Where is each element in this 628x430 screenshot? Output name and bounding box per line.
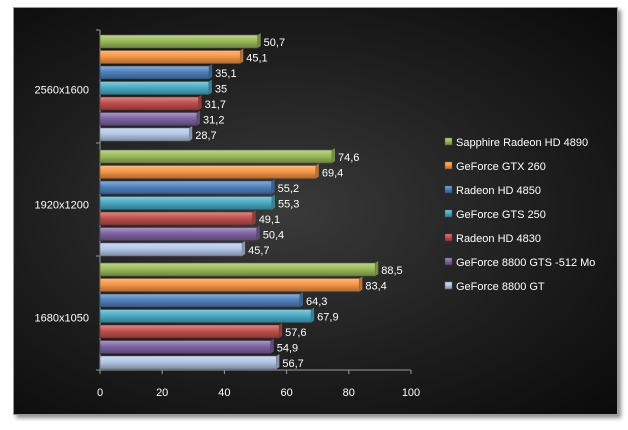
bar-2560x1600-geforce-gts-250 <box>99 81 210 95</box>
bar-1680x1050-radeon-hd-4830 <box>99 324 280 339</box>
value-label-1680x1050-geforce-8800-gt: 56,7 <box>282 358 303 370</box>
bar-1920x1200-radeon-hd-4850 <box>99 180 272 195</box>
x-tick-label: 80 <box>343 387 355 399</box>
value-label-2560x1600-geforce-8800-gt: 28,7 <box>195 130 216 142</box>
bar-cap <box>276 354 280 369</box>
value-label-1680x1050-sapphire-radeon-hd-4890: 88,5 <box>381 265 402 277</box>
bar-1920x1200-geforce-8800-gt <box>99 242 243 257</box>
legend-label-geforce-8800-gts-512-mo: GeForce 8800 GTS -512 Mo <box>456 257 595 269</box>
legend-label-sapphire-radeon-hd-4890: Sapphire Radeon HD 4890 <box>456 137 588 149</box>
bar-1920x1200-radeon-hd-4830 <box>99 211 254 226</box>
legend-swatch-radeon-hd-4850 <box>444 185 453 194</box>
bar-cap <box>252 210 256 225</box>
category-label-1680x1050: 1680x1050 <box>35 312 89 324</box>
bar-1920x1200-geforce-8800-gts-512-mo <box>99 227 258 241</box>
legend-swatch-geforce-gts-250 <box>444 209 453 218</box>
value-label-2560x1600-radeon-hd-4850: 35,1 <box>215 68 236 80</box>
x-tick-label: 0 <box>97 387 103 399</box>
bar-1920x1200-geforce-gts-250 <box>99 196 273 210</box>
legend-label-geforce-gtx-260: GeForce GTX 260 <box>456 161 546 173</box>
legend-swatch-geforce-gtx-260 <box>444 161 453 170</box>
value-label-2560x1600-geforce-8800-gts-512-mo: 31,2 <box>203 115 224 127</box>
value-label-2560x1600-geforce-gtx-260: 45,1 <box>246 53 267 65</box>
bar-cap <box>279 323 283 338</box>
value-label-1920x1200-geforce-8800-gt: 45,7 <box>248 245 269 257</box>
legend-label-geforce-8800-gt: GeForce 8800 GT <box>456 281 545 293</box>
legend-label-radeon-hd-4850: Radeon HD 4850 <box>456 185 541 197</box>
bar-cap <box>299 292 303 307</box>
bar-cap <box>315 163 319 179</box>
category-label-1920x1200: 1920x1200 <box>35 199 89 211</box>
bar-cap <box>270 338 274 354</box>
bar-1920x1200-sapphire-radeon-hd-4890 <box>99 149 333 164</box>
bar-cap <box>271 179 275 194</box>
value-label-2560x1600-sapphire-radeon-hd-4890: 50,7 <box>264 37 285 49</box>
x-tick-label: 100 <box>402 387 420 399</box>
value-label-1920x1200-radeon-hd-4850: 55,2 <box>278 183 299 195</box>
legend-label-radeon-hd-4830: Radeon HD 4830 <box>456 233 541 245</box>
bar-cap <box>189 126 193 141</box>
legend-swatch-geforce-8800-gts-512-mo <box>444 257 453 266</box>
chart-legend: Sapphire Radeon HD 4890 GeForce GTX 260 Ra… <box>444 137 595 293</box>
value-label-2560x1600-radeon-hd-4830: 31,7 <box>205 99 226 111</box>
bar-cap <box>242 241 246 256</box>
bar-2560x1600-radeon-hd-4850 <box>99 65 210 80</box>
value-label-1680x1050-geforce-gtx-260: 83,4 <box>365 281 386 293</box>
bar-1680x1050-geforce-8800-gts-512-mo <box>99 340 272 354</box>
value-label-1920x1200-geforce-gts-250: 55,3 <box>278 199 299 211</box>
bar-cap <box>257 33 261 48</box>
category-label-2560x1600: 2560x1600 <box>35 84 89 96</box>
bar-2560x1600-radeon-hd-4830 <box>99 96 199 111</box>
x-tick-label: 20 <box>156 387 168 399</box>
value-label-1680x1050-geforce-gts-250: 67,9 <box>317 312 338 324</box>
bar-cap <box>208 79 212 95</box>
bar-1680x1050-radeon-hd-4850 <box>99 293 301 308</box>
bar-2560x1600-sapphire-radeon-hd-4890 <box>99 34 258 49</box>
value-label-1920x1200-radeon-hd-4830: 49,1 <box>259 214 280 226</box>
bar-cap <box>240 48 244 64</box>
bar-cap <box>256 225 260 241</box>
bar-1920x1200-geforce-gtx-260 <box>99 165 317 179</box>
bar-1680x1050-sapphire-radeon-hd-4890 <box>99 262 376 277</box>
value-label-1920x1200-sapphire-radeon-hd-4890: 74,6 <box>338 152 359 164</box>
bar-cap <box>359 276 363 292</box>
x-tick-label: 60 <box>280 387 292 399</box>
chart-bars <box>99 33 379 370</box>
bar-2560x1600-geforce-8800-gt <box>99 127 190 142</box>
bar-2560x1600-geforce-8800-gts-512-mo <box>99 112 198 126</box>
value-label-1680x1050-geforce-8800-gts-512-mo: 54,9 <box>277 343 298 355</box>
bar-cap <box>271 194 275 210</box>
legend-swatch-radeon-hd-4830 <box>444 233 453 242</box>
value-label-1920x1200-geforce-gtx-260: 69,4 <box>322 168 343 180</box>
legend-label-geforce-gts-250: GeForce GTS 250 <box>456 209 546 221</box>
x-tick-label: 40 <box>218 387 230 399</box>
bar-cap <box>209 64 213 79</box>
value-label-1920x1200-geforce-8800-gts-512-mo: 50,4 <box>263 230 284 242</box>
bar-1680x1050-geforce-gtx-260 <box>99 278 360 292</box>
value-label-2560x1600-geforce-gts-250: 35 <box>215 84 227 96</box>
bar-cap <box>311 307 315 323</box>
bar-1680x1050-geforce-8800-gt <box>99 355 277 370</box>
chart-labels: 2560x1600 1920x1200 1680x1050 50,7 45,1 35,1 3… <box>35 37 403 370</box>
value-label-1680x1050-radeon-hd-4830: 57,6 <box>285 327 306 339</box>
bar-cap <box>198 95 202 110</box>
bar-cap <box>375 261 379 276</box>
value-label-1680x1050-radeon-hd-4850: 64,3 <box>306 296 327 308</box>
bar-1680x1050-geforce-gts-250 <box>99 309 312 323</box>
bar-cap <box>197 110 201 126</box>
bar-2560x1600-geforce-gtx-260 <box>99 50 241 64</box>
legend-swatch-sapphire-radeon-hd-4890 <box>444 137 453 146</box>
legend-swatch-geforce-8800-gt <box>444 281 453 290</box>
bar-cap <box>332 148 336 163</box>
